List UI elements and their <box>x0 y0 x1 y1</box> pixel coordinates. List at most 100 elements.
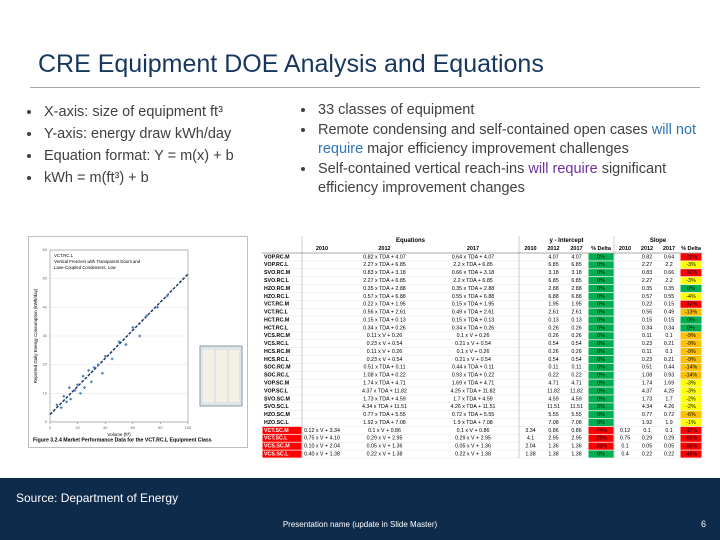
bullet: kWh = m(ft³) + b <box>42 167 302 189</box>
data-point <box>73 388 77 393</box>
table-cell: 0.11 <box>642 333 652 339</box>
year-header: 2012 <box>641 246 653 252</box>
x-tick-label: 80 <box>158 425 163 430</box>
cell-fill <box>680 316 702 324</box>
row-name: VCT.RC.L <box>264 310 289 316</box>
group-header: y - Intercept <box>549 238 583 244</box>
cell-fill <box>680 387 702 395</box>
right-bullets: 33 classes of equipment Remote condensing… <box>300 101 720 199</box>
table-cell: 4.07 <box>571 254 581 260</box>
cell-fill <box>262 442 302 450</box>
cell-fill <box>588 450 614 458</box>
table-cell: 0.22 <box>642 451 652 457</box>
trend-line <box>49 273 189 416</box>
table-cell: -1% <box>686 420 696 426</box>
table-cell: 0.64 x TDA + 4.07 <box>452 254 495 260</box>
table-cell: 0.1 <box>665 428 672 434</box>
table-cell: 0.75 x V + 4.10 <box>304 436 340 442</box>
table-cell: 4.59 <box>548 396 558 402</box>
bullet-text: Remote condensing and self-contained ope… <box>318 121 652 138</box>
table-cell: 1.92 x TDA + 7.08 <box>363 420 406 426</box>
y-tick-label: 10 <box>43 390 48 395</box>
table-cell: 7.08 <box>571 420 581 426</box>
table-cell: 0.21 x V + 0.54 <box>455 357 491 363</box>
table-cell: 0% <box>597 420 605 426</box>
table-cell: 2.27 <box>642 278 652 284</box>
y-tick-label: 0 <box>45 419 48 424</box>
table-cell: 0.15 <box>664 302 674 308</box>
year-header: 2010 <box>524 246 536 252</box>
table-cell: 0.22 x TDA + 1.95 <box>363 302 406 308</box>
data-point <box>138 334 142 338</box>
table-cell: 4.26 x TDA + 11.51 <box>450 404 495 410</box>
figure-caption: Figure 3.2.4 Market Performance Data for… <box>33 437 212 443</box>
table-cell: 7.08 <box>548 420 558 426</box>
table-cell: 1.38 <box>571 451 581 457</box>
table-cell: -9% <box>686 357 696 363</box>
table-cell: -3% <box>686 262 696 268</box>
bullet-text: 33 classes of equipment <box>318 102 475 118</box>
bullet-text: major efficiency improvement challenges <box>363 141 629 157</box>
data-point <box>76 383 80 387</box>
table-cell: 0.72 x TDA + 5.55 <box>452 412 495 418</box>
table-cell: 0.72 <box>664 412 674 418</box>
table-cell: 0.15 x TDA + 0.13 <box>363 317 406 323</box>
x-tick-label: 60 <box>131 425 136 430</box>
table-cell: 0.26 <box>571 349 581 355</box>
table-cell: 0.05 <box>642 444 652 450</box>
data-point <box>55 403 59 407</box>
cell-fill <box>680 348 702 356</box>
table-cell: 0.1 x V + 0.26 <box>457 349 490 355</box>
cell-fill <box>680 332 702 340</box>
data-point <box>117 340 121 344</box>
row-name: SVO.SC.L <box>264 404 289 410</box>
row-name: VCS.SC.M <box>264 444 290 450</box>
cell-fill <box>680 395 702 403</box>
row-name: HZO.RC.M <box>264 286 291 292</box>
bullet-text: significant efficiency improvement chang… <box>318 160 667 197</box>
legend-line: Vertical Freezers with Transparent Doors… <box>54 259 141 264</box>
row-name: HZO.RC.L <box>264 294 290 300</box>
table-cell: 0% <box>597 404 605 410</box>
table-cell: 4.59 <box>571 396 581 402</box>
row-name: SVO.SC.M <box>264 396 290 402</box>
table-cell: 0.15 x TDA + 1.95 <box>452 302 495 308</box>
table-cell: 4.37 <box>642 388 652 394</box>
year-header: % Delta <box>681 246 702 252</box>
table-cell: 0.56 x TDA + 2.61 <box>363 310 406 316</box>
table-cell: 0.26 <box>548 325 558 331</box>
table-cell: 0.22 x V + 1.38 <box>367 451 403 457</box>
table-cell: 0.49 x TDA + 2.61 <box>452 310 495 316</box>
table-cell: 0% <box>597 302 605 308</box>
table-cell: 0.64 <box>664 254 674 260</box>
bullet-text: will not require <box>318 121 697 158</box>
bullet: Remote condensing and self-contained ope… <box>316 121 720 160</box>
table-cell: 0% <box>687 286 695 292</box>
cell-fill <box>680 411 702 419</box>
table-cell: -3% <box>686 388 696 394</box>
table-cell: 0% <box>687 317 695 323</box>
cell-fill <box>680 284 702 293</box>
equation-table: Equations 2010 2012 2017 y - Intercept 2010 20… <box>262 236 702 459</box>
table-cell: 0.12 x V + 3.34 <box>304 428 340 434</box>
table-cell: 0.54 <box>548 357 558 363</box>
table-cell: 5.55 <box>548 412 558 418</box>
table-cell: 0.05 <box>664 444 674 450</box>
table-cell: 0.57 <box>642 294 652 300</box>
year-header: 2017 <box>570 246 582 252</box>
cell-fill <box>588 355 614 363</box>
table-cell: 0.51 x TDA + 0.11 <box>363 365 405 371</box>
data-point <box>92 365 96 370</box>
page-number: 6 <box>700 519 706 529</box>
table-cell: 0.93 <box>664 373 674 379</box>
table-cell: 4.25 x TDA + 11.82 <box>450 388 495 394</box>
cell-fill <box>680 450 702 458</box>
row-name: VCT.RC.M <box>264 302 290 308</box>
table-cell: 0.35 x TDA + 2.88 <box>363 286 406 292</box>
table-cell: 0.26 <box>548 349 558 355</box>
table-cell: 1.38 <box>548 451 558 457</box>
table-cell: 4.37 x TDA + 11.82 <box>362 388 407 394</box>
table-cell: 1.74 x TDA + 4.71 <box>363 381 406 387</box>
table-cell: 0.23 <box>642 357 652 363</box>
